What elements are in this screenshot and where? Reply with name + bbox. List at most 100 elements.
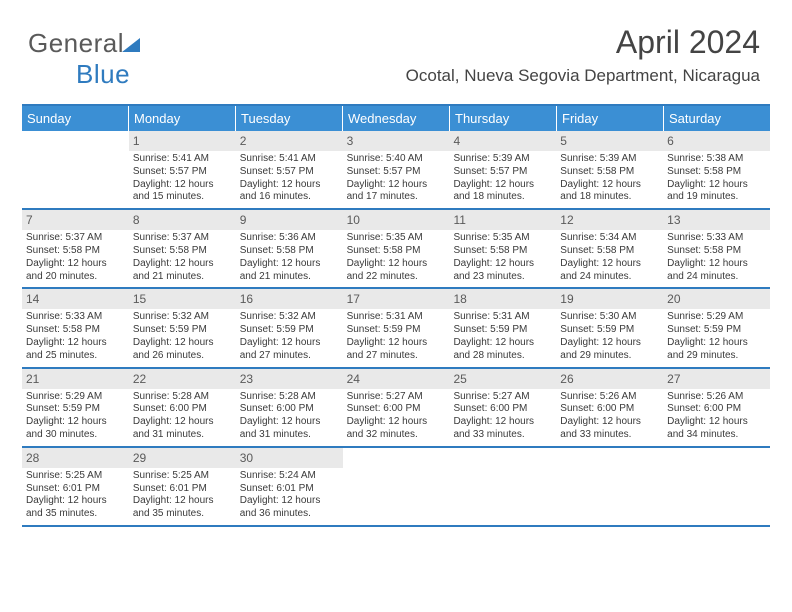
- daylight-text: Daylight: 12 hours and 24 minutes.: [667, 258, 766, 284]
- day-detail: Sunrise: 5:40 AMSunset: 5:57 PMDaylight:…: [343, 153, 450, 204]
- daylight-text: Daylight: 12 hours and 27 minutes.: [347, 337, 446, 363]
- day-detail: Sunrise: 5:24 AMSunset: 6:01 PMDaylight:…: [236, 470, 343, 521]
- day-number: [343, 448, 450, 454]
- sunrise-text: Sunrise: 5:28 AM: [133, 391, 232, 404]
- sunrise-text: Sunrise: 5:37 AM: [133, 232, 232, 245]
- sunset-text: Sunset: 6:00 PM: [453, 403, 552, 416]
- day-detail: Sunrise: 5:27 AMSunset: 6:00 PMDaylight:…: [343, 391, 450, 442]
- sunrise-text: Sunrise: 5:31 AM: [453, 311, 552, 324]
- day-detail: Sunrise: 5:37 AMSunset: 5:58 PMDaylight:…: [22, 232, 129, 283]
- sunset-text: Sunset: 6:00 PM: [133, 403, 232, 416]
- day-detail: Sunrise: 5:31 AMSunset: 5:59 PMDaylight:…: [449, 311, 556, 362]
- day-detail: Sunrise: 5:28 AMSunset: 6:00 PMDaylight:…: [236, 391, 343, 442]
- day-number: 19: [556, 289, 663, 309]
- day-detail: Sunrise: 5:41 AMSunset: 5:57 PMDaylight:…: [129, 153, 236, 204]
- day-number: 29: [129, 448, 236, 468]
- calendar-day-cell: 7Sunrise: 5:37 AMSunset: 5:58 PMDaylight…: [22, 210, 129, 287]
- day-detail: Sunrise: 5:29 AMSunset: 5:59 PMDaylight:…: [663, 311, 770, 362]
- daylight-text: Daylight: 12 hours and 27 minutes.: [240, 337, 339, 363]
- day-number: 27: [663, 369, 770, 389]
- calendar-day-cell: 2Sunrise: 5:41 AMSunset: 5:57 PMDaylight…: [236, 131, 343, 208]
- daylight-text: Daylight: 12 hours and 35 minutes.: [133, 495, 232, 521]
- sunset-text: Sunset: 5:59 PM: [133, 324, 232, 337]
- sunrise-text: Sunrise: 5:37 AM: [26, 232, 125, 245]
- calendar-day-cell: 4Sunrise: 5:39 AMSunset: 5:57 PMDaylight…: [449, 131, 556, 208]
- day-number: 7: [22, 210, 129, 230]
- calendar-day-cell: 26Sunrise: 5:26 AMSunset: 6:00 PMDayligh…: [556, 369, 663, 446]
- day-number: 30: [236, 448, 343, 468]
- day-detail: Sunrise: 5:36 AMSunset: 5:58 PMDaylight:…: [236, 232, 343, 283]
- day-detail: Sunrise: 5:32 AMSunset: 5:59 PMDaylight:…: [129, 311, 236, 362]
- sunrise-text: Sunrise: 5:29 AM: [667, 311, 766, 324]
- day-number: 8: [129, 210, 236, 230]
- calendar-day-cell: 27Sunrise: 5:26 AMSunset: 6:00 PMDayligh…: [663, 369, 770, 446]
- day-number: 15: [129, 289, 236, 309]
- calendar-day-cell: 15Sunrise: 5:32 AMSunset: 5:59 PMDayligh…: [129, 289, 236, 366]
- sunrise-text: Sunrise: 5:26 AM: [560, 391, 659, 404]
- calendar-day-cell: [343, 448, 450, 525]
- day-number: 13: [663, 210, 770, 230]
- daylight-text: Daylight: 12 hours and 16 minutes.: [240, 179, 339, 205]
- daylight-text: Daylight: 12 hours and 18 minutes.: [453, 179, 552, 205]
- daylight-text: Daylight: 12 hours and 35 minutes.: [26, 495, 125, 521]
- calendar-day-cell: 8 Sunrise: 5:37 AMSunset: 5:58 PMDaylight…: [129, 210, 236, 287]
- daylight-text: Daylight: 12 hours and 33 minutes.: [560, 416, 659, 442]
- sunrise-text: Sunrise: 5:34 AM: [560, 232, 659, 245]
- calendar-day-cell: 6Sunrise: 5:38 AMSunset: 5:58 PMDaylight…: [663, 131, 770, 208]
- day-number: 21: [22, 369, 129, 389]
- sunset-text: Sunset: 5:58 PM: [667, 245, 766, 258]
- daylight-text: Daylight: 12 hours and 28 minutes.: [453, 337, 552, 363]
- day-detail: Sunrise: 5:39 AMSunset: 5:57 PMDaylight:…: [449, 153, 556, 204]
- daylight-text: Daylight: 12 hours and 33 minutes.: [453, 416, 552, 442]
- day-detail: Sunrise: 5:41 AMSunset: 5:57 PMDaylight:…: [236, 153, 343, 204]
- day-number: 24: [343, 369, 450, 389]
- calendar-day-cell: 12Sunrise: 5:34 AMSunset: 5:58 PMDayligh…: [556, 210, 663, 287]
- daylight-text: Daylight: 12 hours and 21 minutes.: [133, 258, 232, 284]
- sunset-text: Sunset: 6:00 PM: [240, 403, 339, 416]
- calendar-day-cell: 21Sunrise: 5:29 AMSunset: 5:59 PMDayligh…: [22, 369, 129, 446]
- daylight-text: Daylight: 12 hours and 24 minutes.: [560, 258, 659, 284]
- day-detail: Sunrise: 5:31 AMSunset: 5:59 PMDaylight:…: [343, 311, 450, 362]
- sunrise-text: Sunrise: 5:35 AM: [347, 232, 446, 245]
- calendar-day-cell: 23Sunrise: 5:28 AMSunset: 6:00 PMDayligh…: [236, 369, 343, 446]
- daylight-text: Daylight: 12 hours and 31 minutes.: [133, 416, 232, 442]
- daylight-text: Daylight: 12 hours and 29 minutes.: [560, 337, 659, 363]
- sunset-text: Sunset: 5:58 PM: [667, 166, 766, 179]
- day-number: 5: [556, 131, 663, 151]
- sunset-text: Sunset: 5:58 PM: [26, 245, 125, 258]
- daylight-text: Daylight: 12 hours and 32 minutes.: [347, 416, 446, 442]
- day-detail: Sunrise: 5:26 AMSunset: 6:00 PMDaylight:…: [663, 391, 770, 442]
- calendar-day-cell: 29Sunrise: 5:25 AMSunset: 6:01 PMDayligh…: [129, 448, 236, 525]
- sunset-text: Sunset: 5:59 PM: [347, 324, 446, 337]
- sunset-text: Sunset: 5:57 PM: [133, 166, 232, 179]
- sunset-text: Sunset: 6:00 PM: [347, 403, 446, 416]
- header-thursday: Thursday: [450, 106, 557, 131]
- sunset-text: Sunset: 5:59 PM: [560, 324, 659, 337]
- logo-text-gray: General: [28, 28, 124, 58]
- daylight-text: Daylight: 12 hours and 20 minutes.: [26, 258, 125, 284]
- sunset-text: Sunset: 5:58 PM: [133, 245, 232, 258]
- day-detail: Sunrise: 5:32 AMSunset: 5:59 PMDaylight:…: [236, 311, 343, 362]
- calendar-week-row: 7Sunrise: 5:37 AMSunset: 5:58 PMDaylight…: [22, 210, 770, 289]
- calendar-day-cell: [22, 131, 129, 208]
- sunrise-text: Sunrise: 5:32 AM: [240, 311, 339, 324]
- header-friday: Friday: [557, 106, 664, 131]
- day-number: [22, 131, 129, 137]
- day-number: 20: [663, 289, 770, 309]
- sunrise-text: Sunrise: 5:41 AM: [133, 153, 232, 166]
- sunset-text: Sunset: 5:59 PM: [26, 403, 125, 416]
- calendar-day-cell: 17Sunrise: 5:31 AMSunset: 5:59 PMDayligh…: [343, 289, 450, 366]
- sunrise-text: Sunrise: 5:25 AM: [26, 470, 125, 483]
- sunrise-text: Sunrise: 5:29 AM: [26, 391, 125, 404]
- calendar-day-cell: 14Sunrise: 5:33 AMSunset: 5:58 PMDayligh…: [22, 289, 129, 366]
- day-detail: Sunrise: 5:25 AMSunset: 6:01 PMDaylight:…: [129, 470, 236, 521]
- daylight-text: Daylight: 12 hours and 36 minutes.: [240, 495, 339, 521]
- day-number: [449, 448, 556, 454]
- sunrise-text: Sunrise: 5:35 AM: [453, 232, 552, 245]
- calendar-day-cell: 19Sunrise: 5:30 AMSunset: 5:59 PMDayligh…: [556, 289, 663, 366]
- daylight-text: Daylight: 12 hours and 18 minutes.: [560, 179, 659, 205]
- header-sunday: Sunday: [22, 106, 129, 131]
- sunset-text: Sunset: 5:59 PM: [453, 324, 552, 337]
- day-detail: Sunrise: 5:33 AMSunset: 5:58 PMDaylight:…: [663, 232, 770, 283]
- location-subtitle: Ocotal, Nueva Segovia Department, Nicara…: [406, 66, 760, 86]
